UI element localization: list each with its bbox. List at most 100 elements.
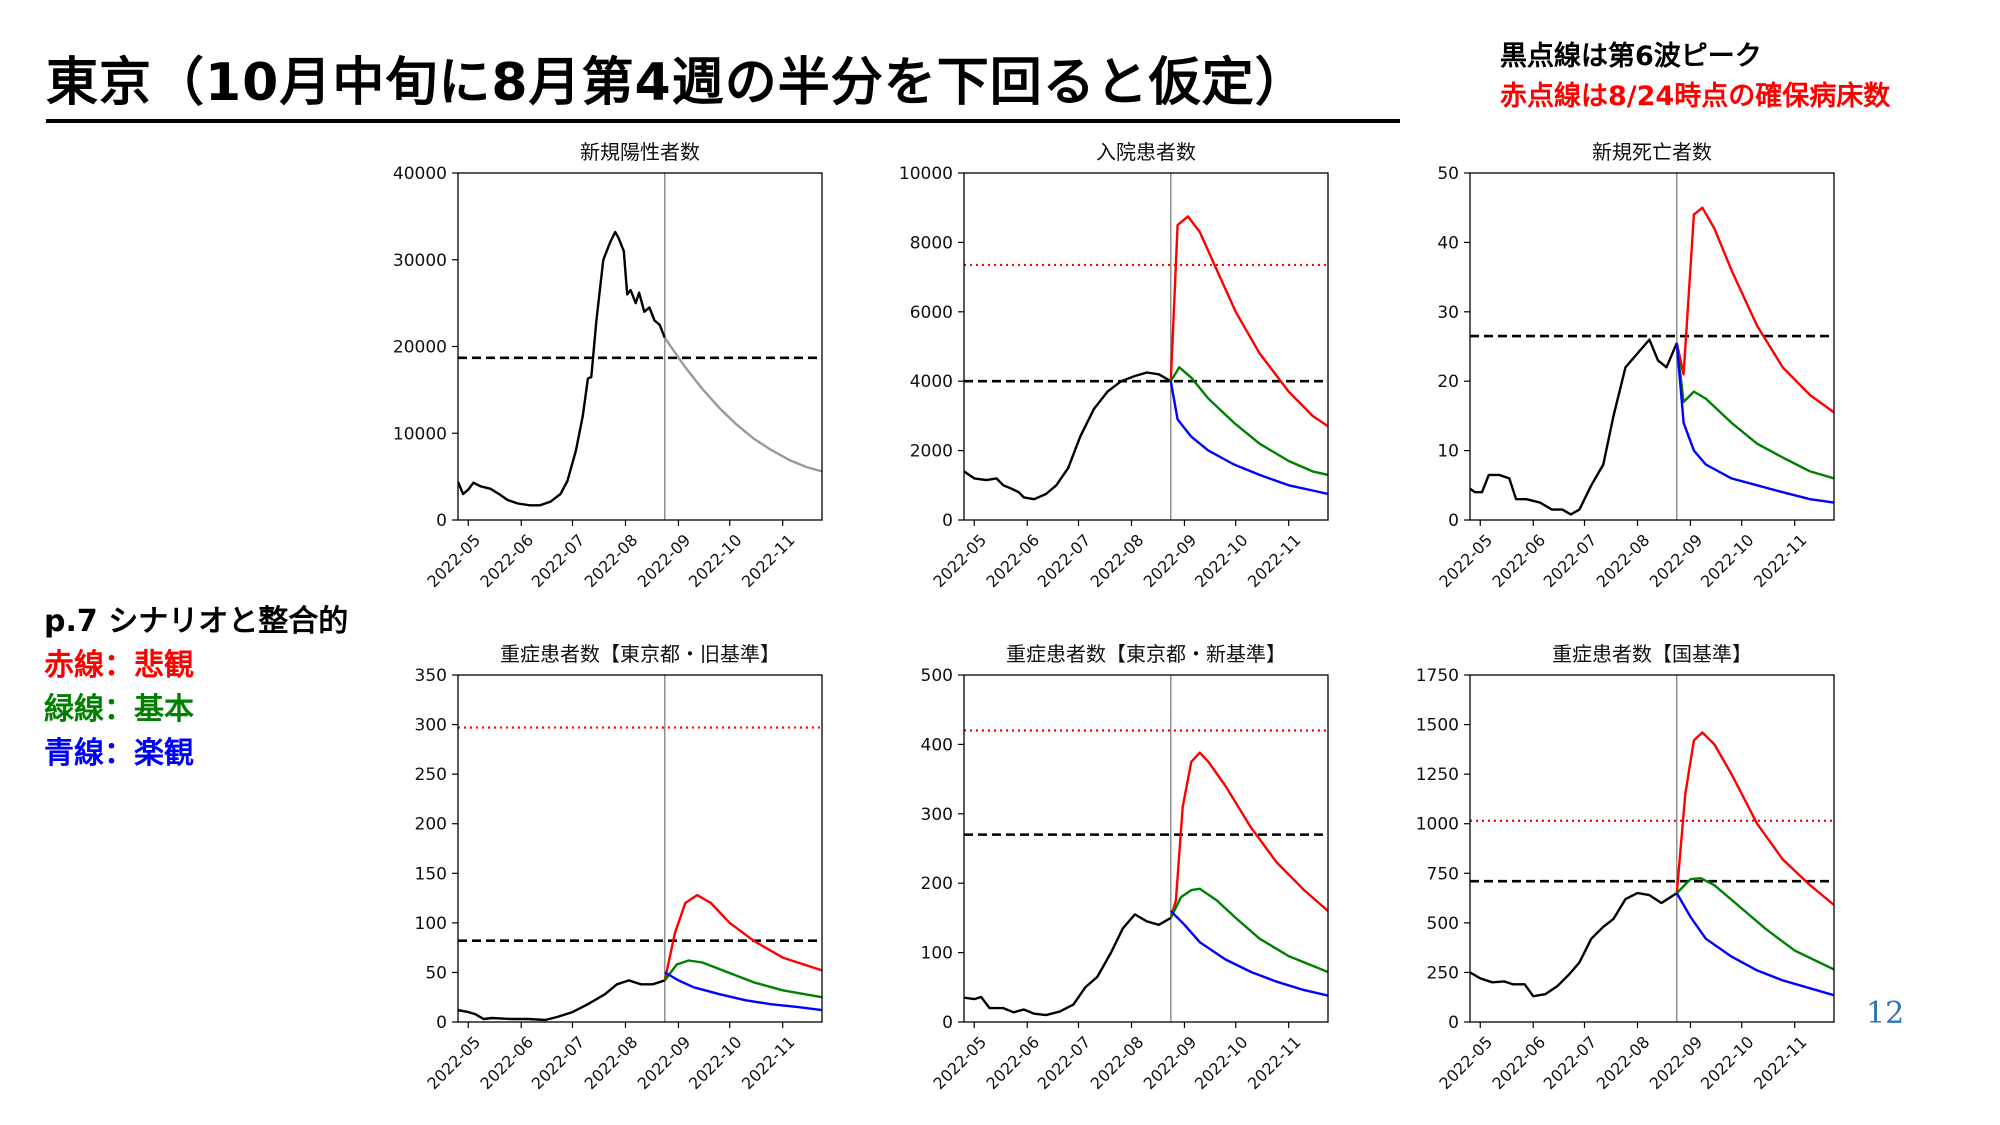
plot-area	[458, 675, 822, 1022]
y-tick-label: 0	[1448, 511, 1459, 531]
y-tick-label: 500	[921, 666, 953, 686]
y-tick-label: 350	[415, 666, 447, 686]
y-tick-label: 50	[425, 963, 447, 983]
x-tick-label: 2022-06	[476, 530, 537, 591]
y-tick-label: 1500	[1416, 716, 1459, 736]
plot-area	[964, 675, 1328, 1022]
chart-title: 重症患者数【東京都・新基準】	[1006, 642, 1286, 666]
y-tick-label: 8000	[910, 233, 953, 253]
x-tick-label: 2022-09	[1140, 530, 1201, 591]
optimistic-series-line	[1169, 380, 1328, 496]
x-tick-label: 2022-05	[423, 530, 484, 591]
y-tick-label: 200	[415, 815, 447, 835]
x-tick-label: 2022-07	[1034, 530, 1095, 591]
actual-series-line	[458, 979, 666, 1022]
plot-area	[964, 173, 1328, 520]
x-tick-label: 2022-11	[738, 1032, 799, 1093]
base-series-line	[1169, 366, 1328, 477]
plot-frame	[457, 674, 823, 1023]
x-tick-label: 2022-05	[1435, 530, 1496, 591]
scenario-legend: p.7 シナリオと整合的 赤線：悲観 緑線：基本 青線：楽観	[44, 600, 348, 776]
y-tick-label: 150	[415, 864, 447, 884]
plot-frame	[963, 674, 1329, 1023]
x-tick-label: 2022-09	[634, 530, 695, 591]
base-series-line	[1169, 887, 1328, 974]
chart-title: 重症患者数【国基準】	[1552, 642, 1752, 666]
y-tick-label: 40000	[393, 164, 447, 184]
legend-blue-optimistic: 青線：楽観	[44, 736, 194, 771]
y-tick-label: 50	[1437, 164, 1459, 184]
actual-series-line	[964, 913, 1172, 1017]
y-tick-label: 0	[942, 511, 953, 531]
optimistic-series-line	[1169, 910, 1328, 997]
actual-series-line	[964, 371, 1172, 501]
x-tick-label: 2022-08	[581, 1032, 642, 1093]
x-tick-label: 2022-09	[1140, 1032, 1201, 1093]
x-tick-label: 2022-08	[581, 530, 642, 591]
chart-title: 重症患者数【東京都・旧基準】	[500, 642, 780, 666]
x-tick-label: 2022-10	[1697, 530, 1758, 591]
chart-title: 入院患者数	[1096, 140, 1196, 164]
plot-frame	[1469, 172, 1835, 521]
x-tick-label: 2022-11	[1244, 1032, 1305, 1093]
y-tick-label: 300	[415, 716, 447, 736]
y-tick-label: 30	[1437, 303, 1459, 323]
x-tick-label: 2022-07	[1540, 1032, 1601, 1093]
y-tick-label: 1750	[1416, 666, 1459, 686]
x-tick-label: 2022-06	[476, 1032, 537, 1093]
pessimistic-series-line	[1169, 751, 1328, 919]
x-tick-label: 2022-07	[528, 1032, 589, 1093]
y-tick-label: 10000	[393, 424, 447, 444]
y-tick-label: 30000	[393, 251, 447, 271]
x-tick-label: 2022-08	[1593, 530, 1654, 591]
chart-3: 新規死亡者数010203040502022-052022-062022-0720…	[1435, 140, 1835, 591]
x-tick-label: 2022-08	[1593, 1032, 1654, 1093]
x-tick-label: 2022-05	[929, 530, 990, 591]
plot-area	[1470, 173, 1834, 520]
y-tick-label: 100	[921, 944, 953, 964]
y-tick-label: 10000	[899, 164, 953, 184]
x-tick-label: 2022-05	[1435, 1032, 1496, 1093]
y-tick-label: 4000	[910, 372, 953, 392]
x-tick-label: 2022-07	[1540, 530, 1601, 591]
x-tick-label: 2022-09	[1646, 1032, 1707, 1093]
x-tick-label: 2022-10	[685, 530, 746, 591]
page-title: 東京（10月中旬に8月第4週の半分を下回ると仮定）	[46, 40, 1400, 123]
pessimistic-series-line	[1675, 206, 1834, 414]
pessimistic-series-line	[1169, 215, 1328, 428]
legend-red-pessimistic: 赤線：悲観	[44, 648, 194, 683]
chart-1: 新規陽性者数0100002000030000400002022-052022-0…	[393, 140, 823, 591]
y-tick-label: 400	[921, 735, 953, 755]
projection-series-line	[663, 337, 822, 473]
actual-series-line	[1470, 338, 1678, 516]
black-dotted-line-note: 黒点線は第6波ピーク	[1500, 41, 1762, 72]
x-tick-label: 2022-11	[738, 530, 799, 591]
legend-green-base: 緑線：基本	[44, 692, 194, 727]
x-tick-label: 2022-10	[685, 1032, 746, 1093]
chart-6: 重症患者数【国基準】 0 250 500 750 1000 1250 1500 1750 2022…	[1416, 642, 1835, 1093]
legend-heading: p.7 シナリオと整合的	[44, 604, 349, 639]
optimistic-series-line	[664, 971, 822, 1012]
y-tick-label: 10	[1437, 442, 1459, 462]
x-tick-label: 2022-10	[1191, 530, 1252, 591]
chart-title: 新規陽性者数	[580, 140, 700, 164]
y-tick-label: 0	[942, 1013, 953, 1033]
base-series-line	[663, 959, 822, 999]
actual-series-line	[1470, 891, 1678, 998]
chart-2: 入院患者数02000400060008000100002022-052022-0…	[899, 140, 1329, 591]
y-tick-label: 1250	[1416, 765, 1459, 785]
y-tick-label: 1000	[1416, 815, 1459, 835]
red-dotted-line-note: 赤点線は8/24時点の確保病床数	[1500, 81, 1891, 112]
x-tick-label: 2022-08	[1087, 530, 1148, 591]
y-tick-label: 20000	[393, 338, 447, 358]
x-tick-label: 2022-06	[982, 1032, 1043, 1093]
page-number: 12	[1866, 996, 1905, 1031]
x-tick-label: 2022-05	[929, 1032, 990, 1093]
y-tick-label: 20	[1437, 372, 1459, 392]
y-tick-label: 750	[1427, 864, 1459, 884]
y-tick-label: 0	[436, 511, 447, 531]
plot-frame	[963, 172, 1329, 521]
y-tick-label: 200	[921, 874, 953, 894]
chart-5: 重症患者数【東京都・新基準】01002003004005002022-05202…	[921, 642, 1329, 1093]
x-tick-label: 2022-07	[1034, 1032, 1095, 1093]
